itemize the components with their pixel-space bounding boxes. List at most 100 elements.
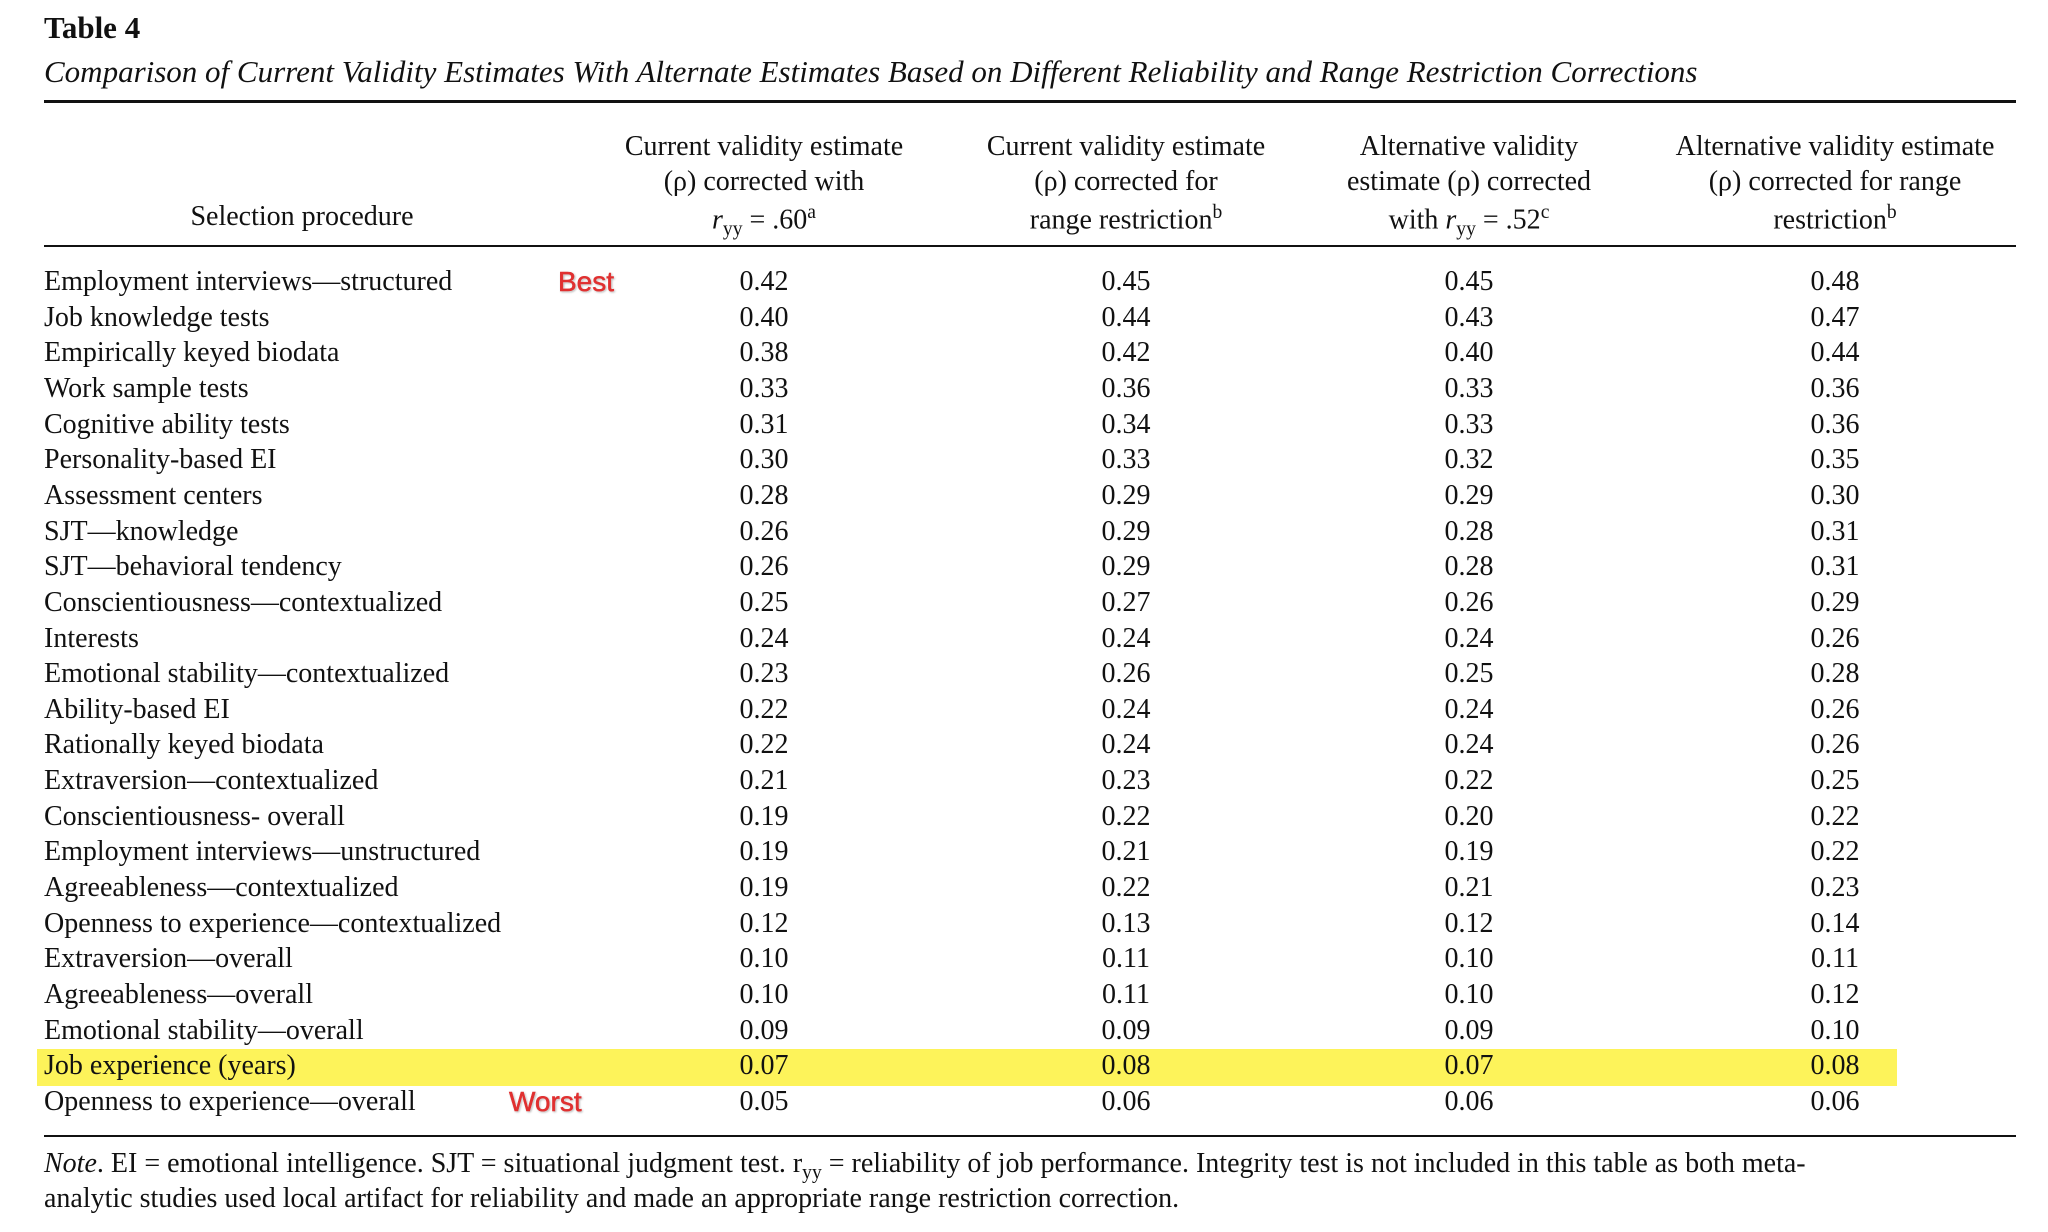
cell-value: 0.29 bbox=[1101, 479, 1151, 511]
text-segment: = .52 bbox=[1475, 204, 1541, 236]
row-label: Extraversion—overall bbox=[44, 943, 293, 975]
row-label: Rationally keyed biodata bbox=[44, 729, 324, 761]
row-label: SJT—knowledge bbox=[44, 515, 239, 547]
text-segment: yy bbox=[802, 1162, 822, 1184]
cell-value: 0.29 bbox=[1101, 551, 1151, 583]
cell-value: 0.25 bbox=[1444, 658, 1494, 690]
row-label: Employment interviews—structured bbox=[44, 266, 453, 297]
cell-value: 0.11 bbox=[1811, 943, 1859, 975]
header-cell: Selection procedure bbox=[52, 203, 552, 231]
cell-value: 0.36 bbox=[1810, 372, 1860, 404]
header-cell: (ρ) corrected for bbox=[876, 168, 1376, 196]
cell-value: 0.33 bbox=[1101, 444, 1151, 476]
cell-value: 0.06 bbox=[1810, 1085, 1860, 1117]
header-cell: Alternative validity bbox=[1219, 133, 1719, 161]
row-label: Conscientiousness—contextualized bbox=[44, 586, 443, 618]
text-segment: Alternative validity bbox=[1359, 131, 1579, 162]
cell-value: 0.36 bbox=[1810, 408, 1860, 440]
note-line: Note. EI = emotional intelligence. SJT =… bbox=[44, 1150, 1806, 1183]
cell-value: 0.24 bbox=[1444, 693, 1494, 725]
table-title: Comparison of Current Validity Estimates… bbox=[44, 54, 1698, 89]
cell-value: 0.05 bbox=[739, 1085, 789, 1117]
row-label: Cognitive ability tests bbox=[44, 408, 290, 440]
cell-value: 0.12 bbox=[1810, 979, 1860, 1010]
highlight bbox=[37, 1049, 1897, 1087]
cell-value: 0.31 bbox=[1810, 515, 1860, 547]
cell-value: 0.09 bbox=[1101, 1014, 1151, 1046]
cell-value: 0.22 bbox=[1810, 836, 1860, 868]
cell-value: 0.08 bbox=[1810, 1050, 1860, 1082]
cell-value: 0.21 bbox=[1101, 836, 1151, 868]
cell-value: 0.40 bbox=[739, 301, 789, 333]
cell-value: 0.22 bbox=[1810, 800, 1860, 832]
cell-value: 0.09 bbox=[1444, 1014, 1494, 1046]
cell-value: 0.19 bbox=[1444, 836, 1494, 868]
cell-value: 0.28 bbox=[1444, 515, 1494, 547]
text-segment: (ρ) corrected for range bbox=[1708, 166, 1962, 197]
text-segment: b bbox=[1886, 202, 1897, 223]
text-segment: estimate (ρ) corrected bbox=[1346, 166, 1592, 197]
row-label: Empirically keyed biodata bbox=[44, 337, 340, 369]
cell-value: 0.26 bbox=[1810, 693, 1860, 725]
cell-value: 0.12 bbox=[739, 907, 789, 939]
cell-value: 0.25 bbox=[739, 586, 789, 618]
text-segment: r bbox=[712, 204, 723, 236]
header-cell: Alternative validity estimate bbox=[1585, 133, 2048, 161]
cell-value: 0.33 bbox=[1444, 372, 1494, 404]
cell-value: 0.06 bbox=[1101, 1085, 1151, 1117]
cell-value: 0.06 bbox=[1444, 1085, 1494, 1117]
cell-value: 0.24 bbox=[1101, 693, 1151, 725]
cell-value: 0.20 bbox=[1444, 800, 1494, 832]
row-label: Agreeableness—overall bbox=[44, 979, 313, 1010]
text-segment: b bbox=[1212, 202, 1223, 223]
cell-value: 0.24 bbox=[1101, 622, 1151, 654]
row-label: Openness to experience—contextualized bbox=[44, 907, 502, 939]
text-segment: restriction bbox=[1773, 204, 1887, 236]
row-label: Ability-based EI bbox=[44, 693, 230, 725]
cell-value: 0.28 bbox=[1810, 658, 1860, 690]
row-label: Job knowledge tests bbox=[44, 301, 270, 333]
cell-value: 0.22 bbox=[1101, 800, 1151, 832]
cell-value: 0.29 bbox=[1444, 479, 1494, 511]
cell-value: 0.30 bbox=[1810, 479, 1860, 511]
cell-value: 0.24 bbox=[1444, 622, 1494, 654]
header-cell: with ryy = .52c bbox=[1219, 203, 1719, 240]
cell-value: 0.13 bbox=[1101, 907, 1151, 939]
cell-value: 0.10 bbox=[1444, 943, 1494, 975]
cell-value: 0.31 bbox=[739, 408, 789, 440]
row-label: Conscientiousness- overall bbox=[44, 800, 345, 832]
row-label: Agreeableness—contextualized bbox=[44, 872, 399, 904]
cell-value: 0.29 bbox=[1101, 515, 1151, 547]
cell-value: 0.43 bbox=[1444, 301, 1494, 333]
cell-value: 0.11 bbox=[1102, 943, 1150, 975]
row-label: Personality-based EI bbox=[44, 444, 277, 476]
cell-value: 0.10 bbox=[739, 979, 789, 1010]
cell-value: 0.23 bbox=[739, 658, 789, 690]
cell-value: 0.34 bbox=[1101, 408, 1151, 440]
row-label: Work sample tests bbox=[44, 372, 249, 404]
cell-value: 0.47 bbox=[1810, 301, 1860, 333]
cell-value: 0.07 bbox=[1444, 1050, 1494, 1082]
cell-value: 0.38 bbox=[739, 337, 789, 369]
header-cell: (ρ) corrected for range bbox=[1585, 168, 2048, 196]
cell-value: 0.10 bbox=[739, 943, 789, 975]
header-cell: Current validity estimate bbox=[514, 133, 1014, 161]
header-cell: ryy = .60a bbox=[514, 203, 1014, 240]
cell-value: 0.12 bbox=[1444, 907, 1494, 939]
cell-value: 0.24 bbox=[1101, 729, 1151, 761]
cell-value: 0.21 bbox=[739, 765, 789, 797]
cell-value: 0.11 bbox=[1102, 979, 1150, 1010]
table-label: Table 4 bbox=[44, 10, 141, 45]
cell-value: 0.27 bbox=[1101, 586, 1151, 618]
text-segment: with bbox=[1388, 204, 1446, 236]
cell-value: 0.26 bbox=[739, 551, 789, 583]
annotation: Worst bbox=[509, 1085, 582, 1118]
row-label: Job experience (years) bbox=[44, 1050, 296, 1082]
cell-value: 0.48 bbox=[1810, 266, 1860, 297]
text-segment: = reliability of job performance. Integr… bbox=[821, 1148, 1806, 1179]
cell-value: 0.23 bbox=[1810, 872, 1860, 904]
cell-value: 0.19 bbox=[739, 800, 789, 832]
text-segment: a bbox=[807, 202, 816, 223]
cell-value: 0.26 bbox=[739, 515, 789, 547]
